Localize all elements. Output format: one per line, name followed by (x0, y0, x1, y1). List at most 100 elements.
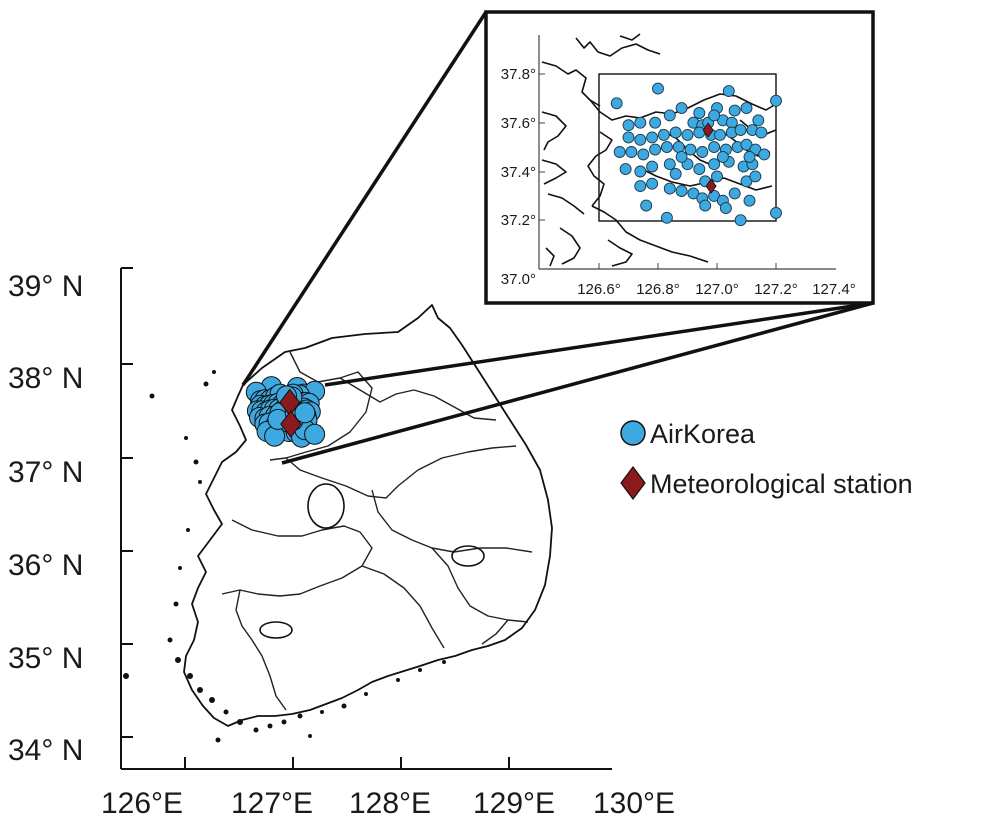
main-x-tick-marks (184, 757, 510, 769)
airkorea-station-marker (699, 199, 712, 212)
airkorea-station-marker (770, 206, 782, 219)
airkorea-station-marker (693, 126, 706, 139)
airkorea-station-marker (675, 150, 688, 163)
jinan-reservoir-outline (307, 483, 345, 529)
airkorea-station-marker (722, 85, 735, 98)
inset-map: 37.8° 37.6° 37.4° 37.2° 37.0° 126.6° 126… (484, 10, 875, 305)
meteorological-station-marker (280, 410, 302, 438)
airkorea-station-marker (619, 163, 632, 176)
legend: AirKorea Meteorological station (620, 419, 913, 500)
inset-x-tick-label: 126.8° (636, 281, 680, 298)
airkorea-station-marker (728, 104, 741, 117)
zoom-connector-lines (241, 11, 874, 465)
airkorea-station-marker (684, 143, 697, 156)
airkorea-station-marker (696, 146, 709, 158)
airkorea-station-marker (625, 146, 638, 158)
inset-y-tick-label: 37.8° (501, 66, 536, 83)
main-x-tick-label: 126°E (101, 787, 183, 820)
inset-tick-marks (539, 73, 777, 269)
inset-x-tick-label: 127.0° (695, 281, 739, 298)
airkorea-station-marker (649, 116, 662, 129)
airkorea-station-marker (693, 163, 706, 176)
inset-y-tick-label: 37.4° (501, 164, 536, 181)
airkorea-station-marker (755, 126, 768, 139)
airkorea-station-marker (681, 128, 694, 141)
airkorea-station-marker (646, 160, 659, 173)
inset-y-tick-label: 37.6° (501, 115, 536, 132)
airkorea-station-marker (652, 82, 664, 95)
airkorea-station-marker (294, 402, 316, 424)
main-y-tick-label: 36° N (8, 549, 83, 582)
airkorea-station-marker (634, 165, 647, 178)
provincial-borders (221, 351, 533, 711)
south-korea-coastline (183, 304, 553, 727)
airkorea-station-marker (613, 146, 626, 158)
airkorea-station-marker (770, 94, 782, 107)
airkorea-station-marker (711, 170, 723, 183)
main-y-tick-label: 39° N (8, 270, 83, 303)
main-y-tick-label: 35° N (8, 642, 83, 675)
main-y-tick-label: 38° N (8, 362, 83, 395)
airkorea-station-marker (728, 187, 741, 200)
airkorea-station-marker (637, 148, 650, 161)
daecheong-lake-outline (451, 545, 485, 567)
inset-y-tick-label: 37.2° (501, 212, 536, 229)
airkorea-station-marker (634, 133, 647, 146)
airkorea-station-marker (740, 138, 753, 151)
airkorea-station-marker (675, 185, 688, 197)
airkorea-station-marker (634, 180, 647, 193)
inset-x-tick-label: 126.6° (577, 281, 621, 298)
airkorea-station-marker (660, 141, 673, 154)
meteorological-station-marker (705, 178, 717, 194)
main-x-tick-label: 129°E (473, 787, 555, 820)
airkorea-station-marker (725, 116, 738, 129)
main-map: 39° N 38° N 37° N 36° N 35° N 34° N 126°… (8, 267, 675, 820)
airkorea-station-marker (649, 143, 662, 156)
airkorea-station-marker (304, 423, 326, 445)
main-station-cluster (245, 376, 326, 448)
airkorea-station-marker (663, 182, 676, 195)
airkorea-station-marker (740, 102, 753, 115)
gwangju-outline (259, 621, 293, 639)
airkorea-station-marker (758, 148, 771, 161)
airkorea-station-marker (675, 102, 688, 115)
airkorea-station-marker (663, 109, 676, 122)
main-y-tick-label: 37° N (8, 456, 83, 489)
airkorea-station-marker (714, 128, 726, 141)
airkorea-station-marker (663, 158, 676, 171)
legend-airkorea-marker (620, 420, 646, 446)
island-clusters (123, 370, 446, 743)
airkorea-station-marker (640, 199, 653, 212)
airkorea-station-marker (687, 187, 700, 200)
airkorea-station-marker (657, 128, 670, 141)
airkorea-station-marker (708, 158, 721, 171)
meteorological-station-marker (702, 122, 714, 138)
main-x-tick-label: 127°E (231, 787, 313, 820)
airkorea-station-marker (622, 119, 635, 132)
airkorea-station-marker (610, 97, 623, 110)
airkorea-station-marker (708, 109, 721, 122)
inset-station-layer (610, 82, 782, 227)
airkorea-station-marker (622, 131, 635, 144)
airkorea-station-marker (669, 167, 682, 180)
legend-meteorological-label: Meteorological station (650, 469, 913, 499)
airkorea-station-marker (719, 202, 732, 215)
inset-x-tick-label: 127.4° (812, 281, 856, 298)
airkorea-station-marker (646, 177, 659, 190)
inset-x-tick-label: 127.2° (754, 281, 798, 298)
airkorea-station-marker (634, 116, 647, 129)
legend-meteorological-marker (620, 466, 646, 500)
airkorea-station-marker (669, 126, 682, 139)
airkorea-station-marker (734, 124, 747, 137)
main-y-tick-label: 34° N (8, 734, 83, 767)
airkorea-station-marker (660, 211, 673, 224)
airkorea-station-marker (646, 131, 659, 144)
inset-study-area-box (598, 73, 777, 222)
airkorea-station-marker (734, 214, 747, 227)
airkorea-station-marker (752, 114, 765, 127)
airkorea-station-marker (749, 170, 762, 183)
airkorea-station-marker (708, 141, 721, 154)
inset-y-tick-label: 37.0° (501, 271, 536, 288)
airkorea-station-marker (743, 194, 756, 207)
